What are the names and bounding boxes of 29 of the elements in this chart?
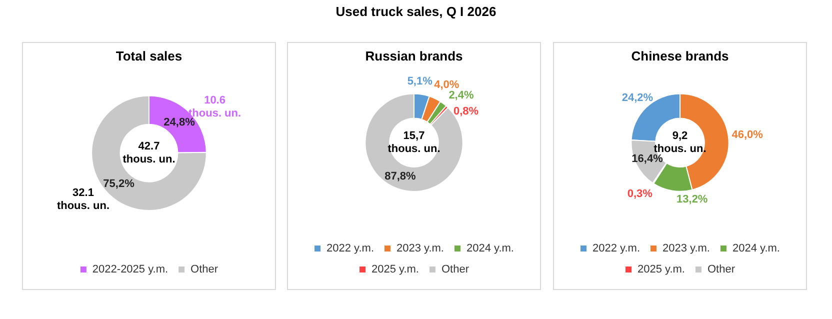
data-label: 24,2% [622, 92, 654, 104]
legend-label: 2024 y.m. [732, 242, 780, 255]
chart-title: Russian brands [365, 48, 463, 64]
data-label: 2,4% [448, 89, 474, 102]
legend-label: 2023 y.m. [662, 242, 710, 255]
legend-label: 2022 y.m. [326, 242, 374, 255]
legend-label: 2025 y.m. [372, 264, 419, 276]
data-label: 5,1% [407, 76, 433, 88]
legend-label: 2022-2025 y.m. [92, 264, 168, 276]
legend-label: 2022 y.m. [592, 242, 640, 255]
data-label: 4,0% [434, 78, 460, 91]
data-label: 46,0% [732, 128, 764, 141]
text: 42.7 thous. un. [122, 140, 176, 166]
legend-label: 2025 y.m. [638, 264, 685, 276]
text: 15,7 thous. un. [388, 130, 440, 156]
text: Used truck sales, Q I 2026 [334, 4, 498, 19]
data-label: 24,8% [164, 116, 196, 128]
chart-title: Total sales [116, 48, 182, 64]
legend-label: Other [441, 264, 470, 276]
data-label: 16,4% [632, 152, 664, 165]
legend-label: 2023 y.m. [396, 242, 444, 255]
legend-label: Other [707, 264, 736, 276]
legend-label: 2024 y.m. [466, 242, 514, 255]
data-label: 13,2% [676, 194, 708, 206]
legend-label: Other [190, 264, 218, 276]
chart-title: Chinese brands [631, 48, 729, 64]
data-label: 0,3% [627, 188, 653, 200]
data-label: 0,8% [453, 105, 479, 118]
data-label: 87,8% [384, 170, 416, 183]
